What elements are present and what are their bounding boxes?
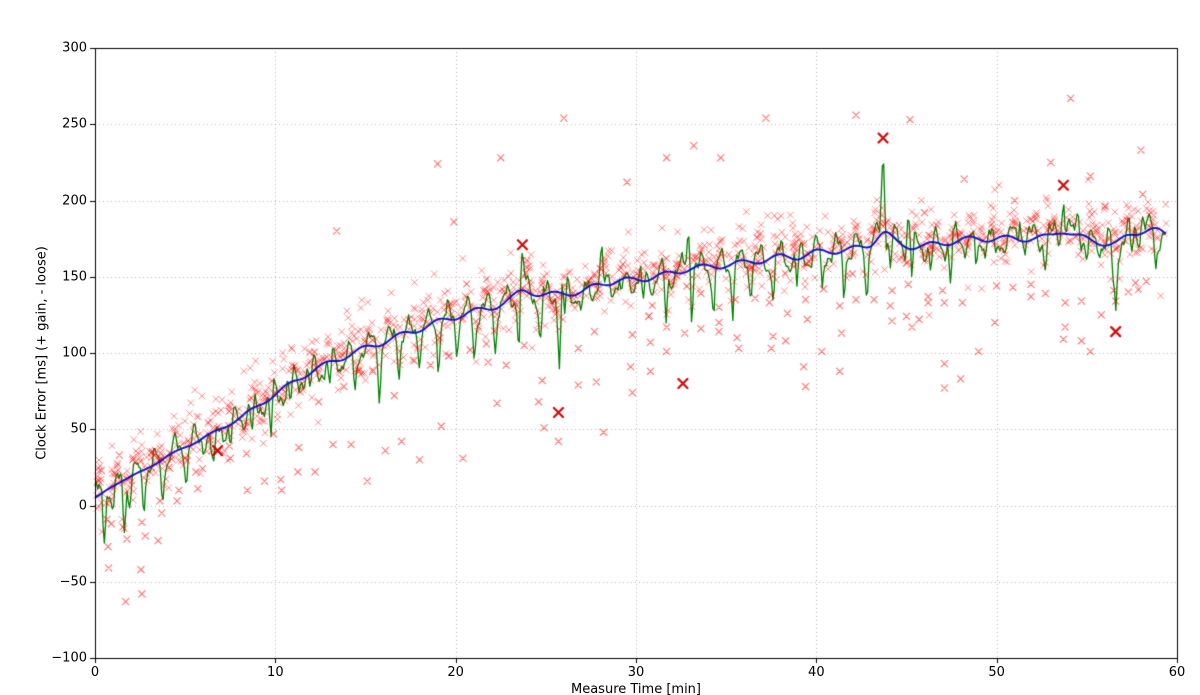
y-axis-label: Clock Error [ms] (+ gain, - loose) bbox=[34, 246, 50, 460]
x-tick-label-30: 30 bbox=[627, 665, 645, 680]
y-tick-label-150: 150 bbox=[62, 269, 87, 285]
x-tick-label-20: 20 bbox=[447, 665, 464, 680]
y-tick-label-0: 0 bbox=[78, 498, 87, 513]
y-tick-label-−50: −50 bbox=[59, 574, 87, 590]
y-tick-label-50: 50 bbox=[70, 421, 87, 437]
y-tick-label-250: 250 bbox=[62, 116, 87, 132]
y-tick-label-300: 300 bbox=[62, 40, 87, 56]
y-tick-label-200: 200 bbox=[62, 193, 87, 208]
y-tick-label-100: 100 bbox=[62, 345, 87, 361]
x-tick-label-50: 50 bbox=[988, 665, 1005, 680]
x-tick-label-0: 0 bbox=[90, 665, 100, 680]
x-tick-label-10: 10 bbox=[267, 665, 284, 680]
x-axis-label: Measure Time [min] bbox=[571, 682, 701, 695]
y-tick-label-−100: −100 bbox=[51, 650, 87, 666]
x-tick-label-40: 40 bbox=[808, 665, 825, 680]
x-tick-label-60: 60 bbox=[1168, 665, 1186, 680]
